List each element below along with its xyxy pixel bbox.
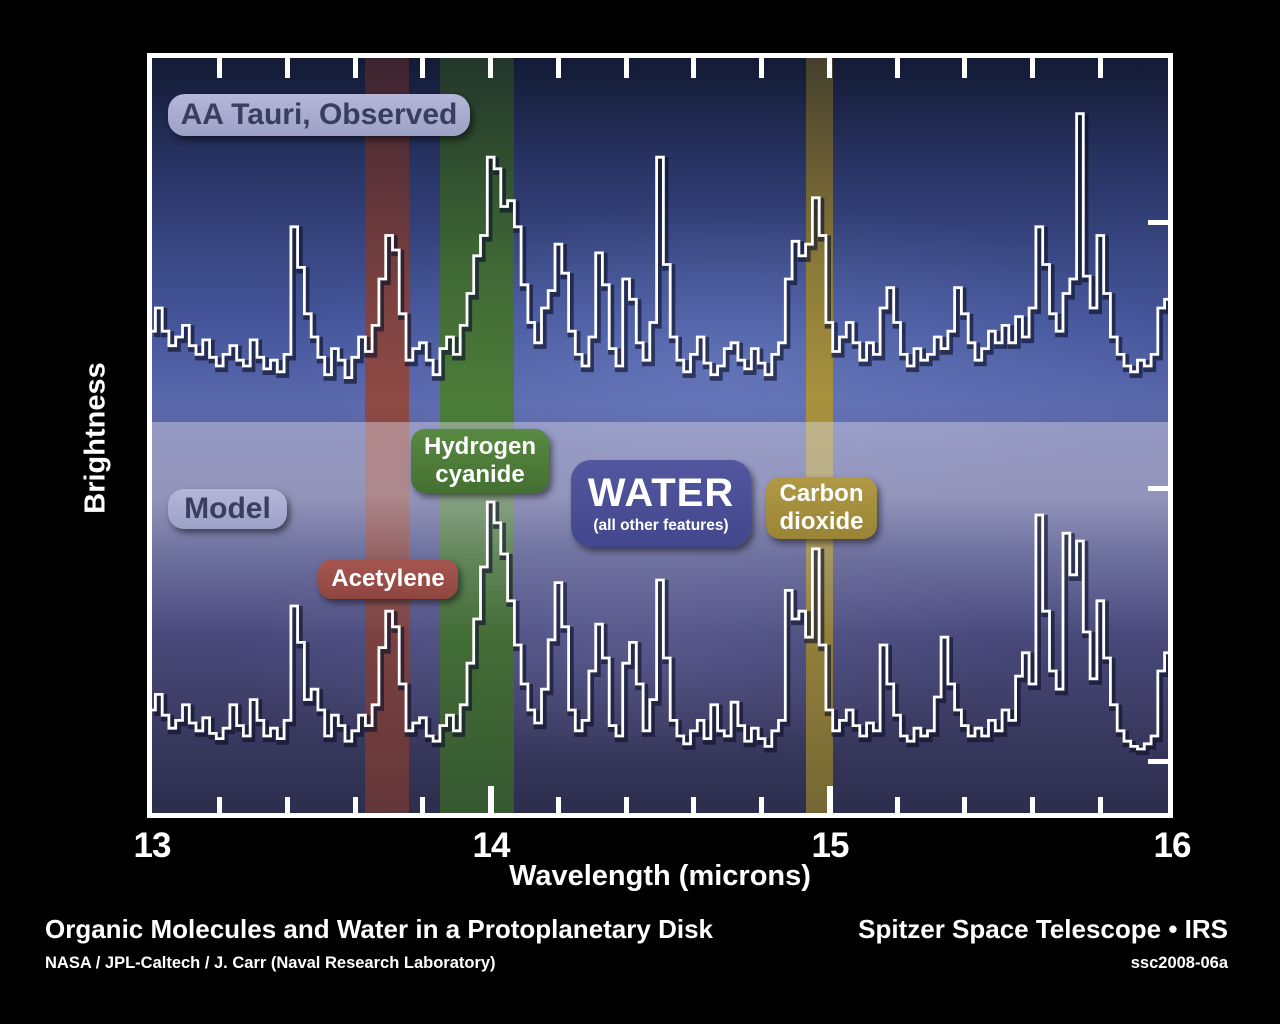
x-major-tick-bottom: [826, 786, 833, 813]
x-minor-tick-top: [759, 58, 765, 78]
model-panel-label-text: Model: [184, 492, 271, 525]
x-minor-tick-bottom: [1097, 797, 1103, 813]
x-minor-tick-top: [962, 58, 968, 78]
x-tick-label-14: 14: [472, 826, 511, 865]
x-minor-tick-bottom: [352, 797, 358, 813]
x-tick-label-13: 13: [133, 826, 172, 865]
x-minor-tick-bottom: [1030, 797, 1036, 813]
x-minor-tick-bottom: [420, 797, 426, 813]
release-id: ssc2008-06a: [1130, 954, 1228, 972]
x-minor-tick-bottom: [894, 797, 900, 813]
x-minor-tick-top: [352, 58, 358, 78]
y-axis-label: Brightness: [79, 362, 112, 514]
figure-credit: NASA / JPL-Caltech / J. Carr (Naval Rese…: [45, 954, 496, 972]
x-minor-tick-bottom: [623, 797, 629, 813]
hcn-label-line2: cyanide: [435, 461, 525, 488]
y-tick-right: [1148, 220, 1168, 225]
water-label-main: WATER: [587, 471, 735, 515]
x-minor-tick-top: [488, 58, 494, 78]
spectrum-plot: [147, 53, 1173, 818]
x-minor-tick-bottom: [962, 797, 968, 813]
x-minor-tick-top: [420, 58, 426, 78]
x-axis-label: Wavelength (microns): [509, 860, 811, 892]
x-minor-tick-top: [555, 58, 561, 78]
water-label-sub: (all other features): [593, 517, 729, 534]
telescope-title: Spitzer Space Telescope • IRS: [858, 914, 1228, 944]
x-minor-tick-top: [623, 58, 629, 78]
water-label: WATER (all other features): [571, 460, 751, 547]
x-minor-tick-top: [894, 58, 900, 78]
spectrum-bottom: [152, 500, 1168, 751]
x-minor-tick-top: [1097, 58, 1103, 78]
model-panel-label: Model: [168, 489, 287, 529]
observed-panel-label-text: AA Tauri, Observed: [180, 98, 458, 131]
hydrogen-cyanide-label: Hydrogen cyanide: [411, 429, 549, 493]
co2-label-line2: dioxide: [779, 508, 864, 535]
x-minor-tick-top: [826, 58, 832, 78]
carbon-dioxide-label: Carbon dioxide: [766, 477, 877, 539]
hcn-label-line1: Hydrogen: [423, 433, 536, 461]
acetylene-label-text: Acetylene: [331, 565, 445, 592]
x-minor-tick-bottom: [691, 797, 697, 813]
x-minor-tick-bottom: [759, 797, 765, 813]
x-minor-tick-top: [217, 58, 223, 78]
spectra-svg: [152, 112, 1168, 756]
co2-label-line1: Carbon: [779, 480, 864, 508]
y-tick-right: [1148, 759, 1168, 764]
x-minor-tick-top: [284, 58, 290, 78]
acetylene-label: Acetylene: [318, 559, 458, 599]
x-minor-tick-bottom: [284, 797, 290, 813]
x-minor-tick-bottom: [555, 797, 561, 813]
x-major-tick-bottom: [488, 786, 495, 813]
spectrum-top: [152, 112, 1168, 379]
y-tick-right: [1148, 486, 1168, 491]
x-tick-label-16: 16: [1153, 826, 1192, 865]
x-minor-tick-top: [1030, 58, 1036, 78]
x-minor-tick-bottom: [217, 797, 223, 813]
x-tick-label-15: 15: [811, 826, 850, 865]
figure-title: Organic Molecules and Water in a Protopl…: [45, 914, 713, 944]
band-acetylene: [365, 58, 410, 813]
x-minor-tick-top: [691, 58, 697, 78]
observed-panel-label: AA Tauri, Observed: [168, 94, 470, 136]
